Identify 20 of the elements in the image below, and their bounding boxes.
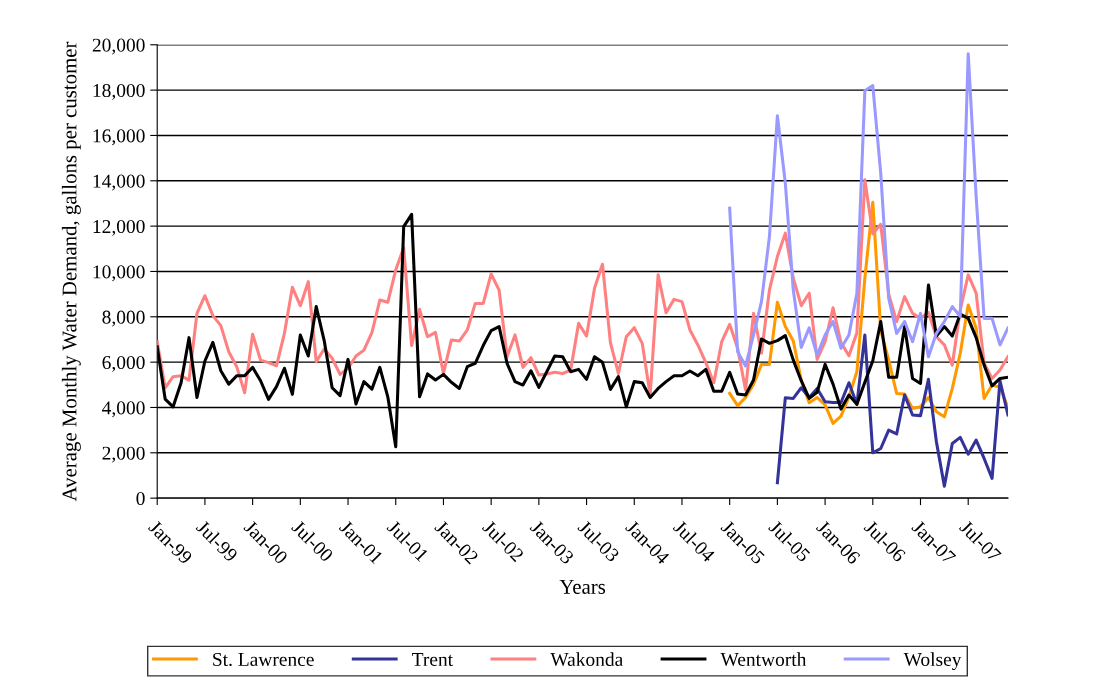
y-tick-label: 6,000: [102, 355, 145, 372]
y-tick-label: 20,000: [92, 38, 145, 55]
line-series: [728, 52, 1008, 368]
y-tick-label: 4,000: [102, 401, 145, 418]
y-tick-label: 2,000: [102, 446, 145, 463]
line-series: [775, 333, 1008, 488]
legend-label: Wakonda: [550, 652, 623, 667]
legend-label: Wolsey: [903, 652, 962, 670]
y-tick-label: 0: [136, 491, 145, 506]
y-tick-label: 14,000: [93, 174, 145, 191]
y-tick-label: 18,000: [93, 83, 145, 100]
y-tick-label: 12,000: [93, 219, 145, 236]
legend-label: St. Lawrence: [213, 652, 314, 667]
legend-label: Wentworth: [720, 652, 807, 667]
y-tick-label: 16,000: [93, 129, 145, 146]
x-axis-title: Years: [559, 580, 606, 594]
y-tick-label: 10,000: [93, 265, 145, 282]
y-tick-label: 8,000: [102, 310, 145, 327]
legend-label: Trent: [412, 653, 453, 666]
y-axis-title: Average Monthly Water Demand, gallons per customer: [61, 41, 81, 502]
